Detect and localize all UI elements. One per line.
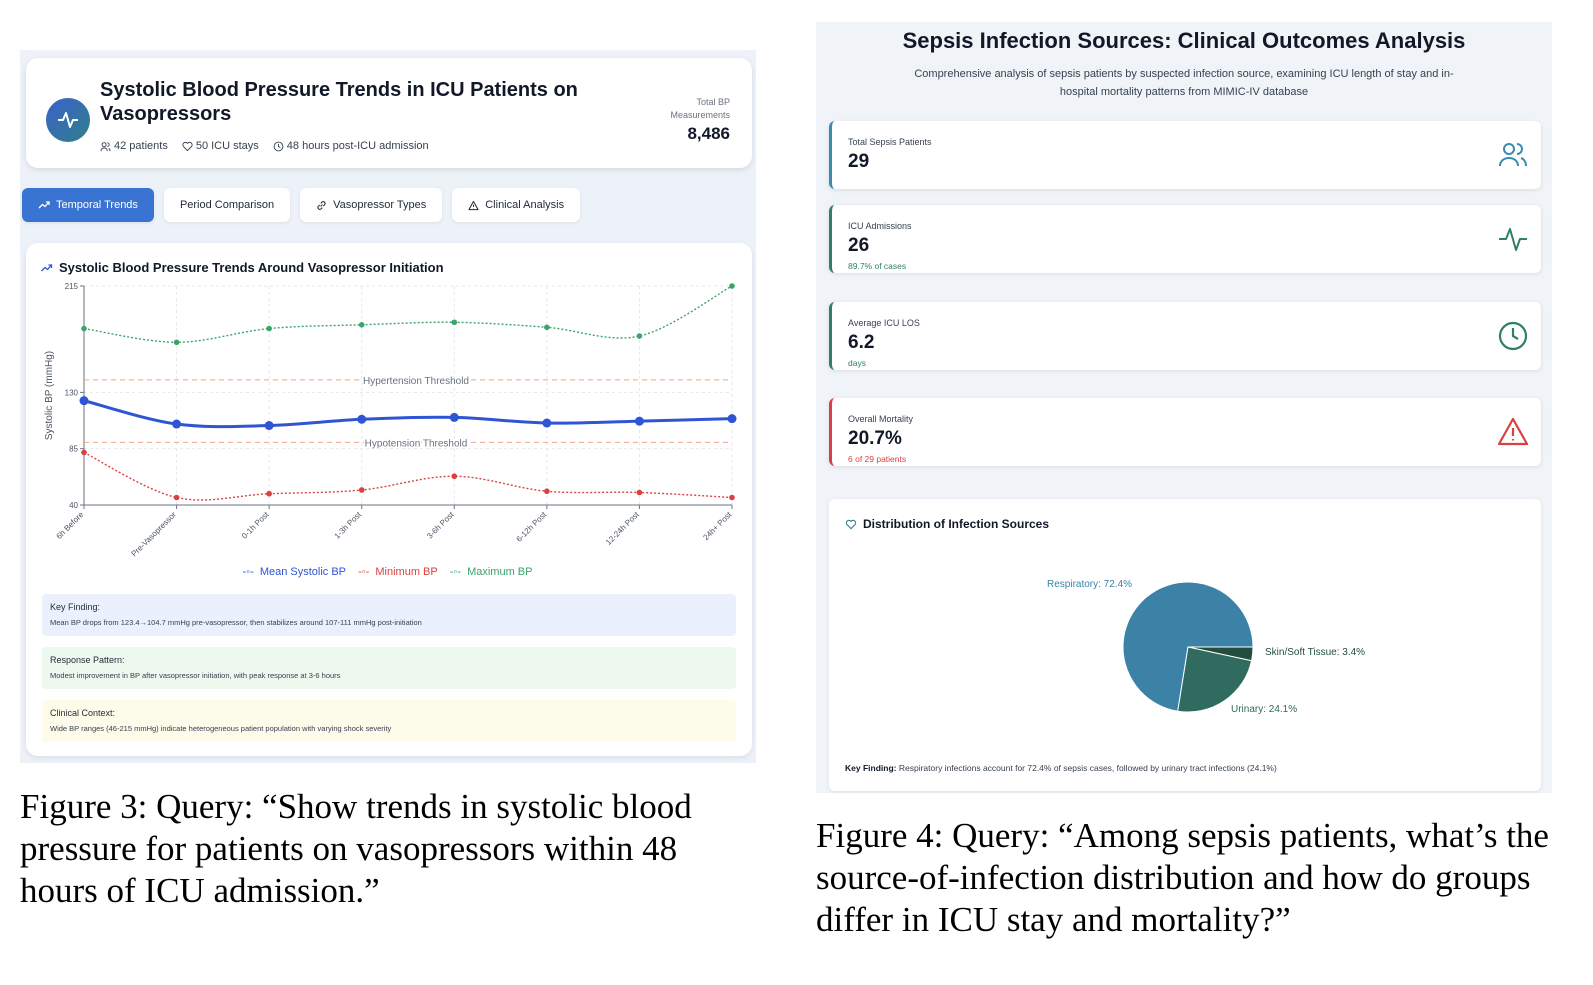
data-point bbox=[544, 324, 550, 331]
data-point bbox=[81, 325, 87, 332]
patients-meta: 42 patients bbox=[100, 140, 168, 152]
heart-icon bbox=[845, 519, 857, 529]
y-tick-label: 215 bbox=[65, 282, 79, 291]
data-point bbox=[544, 488, 550, 495]
header-meta: 42 patients 50 ICU stays 48 hours post-I… bbox=[100, 140, 429, 152]
data-point bbox=[636, 489, 643, 496]
total-measurements-label: Total BP Measurements bbox=[670, 97, 730, 120]
data-point bbox=[729, 494, 735, 501]
series-line-1 bbox=[83, 451, 733, 501]
dashboard-title: Sepsis Infection Sources: Clinical Outco… bbox=[902, 28, 1466, 53]
clock-icon bbox=[1498, 321, 1528, 351]
page-title: Systolic Blood Pressure Trends in ICU Pa… bbox=[100, 79, 578, 125]
legend-mean: -◦- Mean Systolic BP bbox=[242, 566, 347, 578]
data-point bbox=[449, 412, 459, 422]
pie-label-0: Respiratory: 72.4% bbox=[1047, 579, 1132, 590]
data-point bbox=[81, 449, 87, 456]
figure-4-caption: Figure 4: Query: “Among sepsis patients,… bbox=[816, 816, 1549, 939]
data-point bbox=[542, 418, 552, 428]
stat-total-patients: Total Sepsis Patients 29 bbox=[829, 121, 1541, 189]
chart-title: Systolic Blood Pressure Trends Around Va… bbox=[40, 260, 444, 275]
key-finding: Key Finding: Respiratory infections acco… bbox=[845, 763, 1277, 773]
tab-bar: Temporal Trends Period Comparison Vasopr… bbox=[22, 188, 581, 222]
data-point bbox=[172, 419, 182, 429]
data-point bbox=[266, 490, 272, 497]
legend-max: -◦- Maximum BP bbox=[449, 566, 533, 578]
users-icon bbox=[100, 141, 111, 151]
key-finding-note: Key Finding: Mean BP drops from 123.4→10… bbox=[42, 594, 736, 636]
data-point bbox=[358, 321, 365, 328]
x-tick-label: 12-24h Post bbox=[604, 510, 641, 547]
y-tick-label: 40 bbox=[69, 501, 78, 510]
header-card: Systolic Blood Pressure Trends in ICU Pa… bbox=[26, 58, 752, 168]
data-point bbox=[358, 487, 365, 493]
stat-icu-admissions: ICU Admissions 26 89.7% of cases bbox=[829, 205, 1541, 273]
series-line-0 bbox=[83, 399, 733, 429]
x-tick-label: 24h+ Post bbox=[701, 510, 734, 543]
threshold-label: Hypertension Threshold bbox=[363, 376, 469, 387]
distribution-card: Distribution of Infection Sources Respir… bbox=[829, 499, 1541, 791]
bp-chart-card: Systolic Blood Pressure Trends Around Va… bbox=[26, 243, 752, 756]
pulse-logo-icon bbox=[46, 98, 90, 142]
warning-icon bbox=[468, 200, 479, 210]
y-tick-label: 85 bbox=[69, 445, 78, 454]
window-meta: 48 hours post-ICU admission bbox=[273, 140, 429, 152]
tab-vasopressor-types[interactable]: Vasopressor Types bbox=[300, 188, 443, 222]
users-icon bbox=[1499, 143, 1527, 167]
x-tick-label: Pre-Vasopressor bbox=[130, 510, 179, 559]
data-point bbox=[266, 325, 272, 332]
chart-legend: -◦- Mean Systolic BP -◦- Minimum BP -◦- … bbox=[26, 566, 752, 578]
x-tick-label: 3-6h Post bbox=[425, 510, 456, 541]
x-tick-label: 1-3h Post bbox=[333, 510, 364, 541]
series-line-2 bbox=[83, 285, 733, 344]
figure-3-panel: Systolic Blood Pressure Trends in ICU Pa… bbox=[20, 50, 756, 763]
dashboard-subtitle: Comprehensive analysis of sepsis patient… bbox=[914, 68, 1454, 98]
data-point bbox=[729, 283, 735, 289]
trend-up-icon bbox=[41, 263, 53, 271]
pie-label-2: Urinary: 24.1% bbox=[1231, 704, 1297, 715]
figure-3-caption: Figure 3: Query: “Show trends in systoli… bbox=[20, 787, 692, 910]
alert-triangle-icon bbox=[1497, 417, 1529, 446]
distribution-title: Distribution of Infection Sources bbox=[845, 517, 1049, 531]
clinical-context-note: Clinical Context: Wide BP ranges (46-215… bbox=[42, 700, 736, 742]
data-point bbox=[636, 333, 643, 339]
bp-line-chart: 40 85 130 215 6h Before Pre-Vasopressor 0-1h P… bbox=[44, 282, 737, 559]
data-point bbox=[264, 421, 274, 431]
data-point bbox=[173, 494, 180, 501]
data-point bbox=[79, 396, 89, 406]
y-axis-label: Systolic BP (mmHg) bbox=[44, 351, 55, 440]
data-point bbox=[634, 416, 644, 426]
infection-source-pie: Respiratory: 72.4% Skin/Soft Tissue: 3.4%… bbox=[1047, 579, 1365, 715]
data-point bbox=[451, 319, 458, 326]
x-tick-label: 6h Before bbox=[55, 510, 86, 541]
data-point bbox=[451, 473, 458, 480]
pie-slice-2 bbox=[1177, 646, 1253, 713]
data-point bbox=[727, 414, 737, 424]
tab-period-comparison[interactable]: Period Comparison bbox=[163, 188, 291, 222]
stays-meta: 50 ICU stays bbox=[182, 140, 259, 152]
trend-up-icon bbox=[38, 201, 50, 209]
threshold-label: Hypotension Threshold bbox=[365, 438, 468, 449]
stat-average-los: Average ICU LOS 6.2 days bbox=[829, 302, 1541, 370]
total-measurements-value: 8,486 bbox=[687, 124, 730, 143]
stat-mortality: Overall Mortality 20.7% 6 of 29 patients bbox=[829, 398, 1541, 466]
clock-icon bbox=[273, 141, 284, 151]
figure-4-panel: Sepsis Infection Sources: Clinical Outco… bbox=[816, 22, 1552, 793]
heart-icon bbox=[182, 141, 193, 151]
pulse-icon bbox=[1499, 228, 1527, 251]
legend-min: -◦- Minimum BP bbox=[358, 566, 438, 578]
tab-temporal-trends[interactable]: Temporal Trends bbox=[22, 188, 154, 222]
link-icon bbox=[317, 200, 326, 210]
response-pattern-note: Response Pattern: Modest improvement in … bbox=[42, 647, 736, 689]
y-tick-label: 130 bbox=[65, 388, 79, 397]
x-tick-label: 6-12h Post bbox=[515, 510, 549, 544]
x-tick-label: 0-1h Post bbox=[240, 510, 271, 541]
pie-label-1: Skin/Soft Tissue: 3.4% bbox=[1265, 647, 1365, 658]
data-point bbox=[173, 339, 180, 346]
tab-clinical-analysis[interactable]: Clinical Analysis bbox=[452, 188, 581, 222]
data-point bbox=[357, 414, 367, 424]
